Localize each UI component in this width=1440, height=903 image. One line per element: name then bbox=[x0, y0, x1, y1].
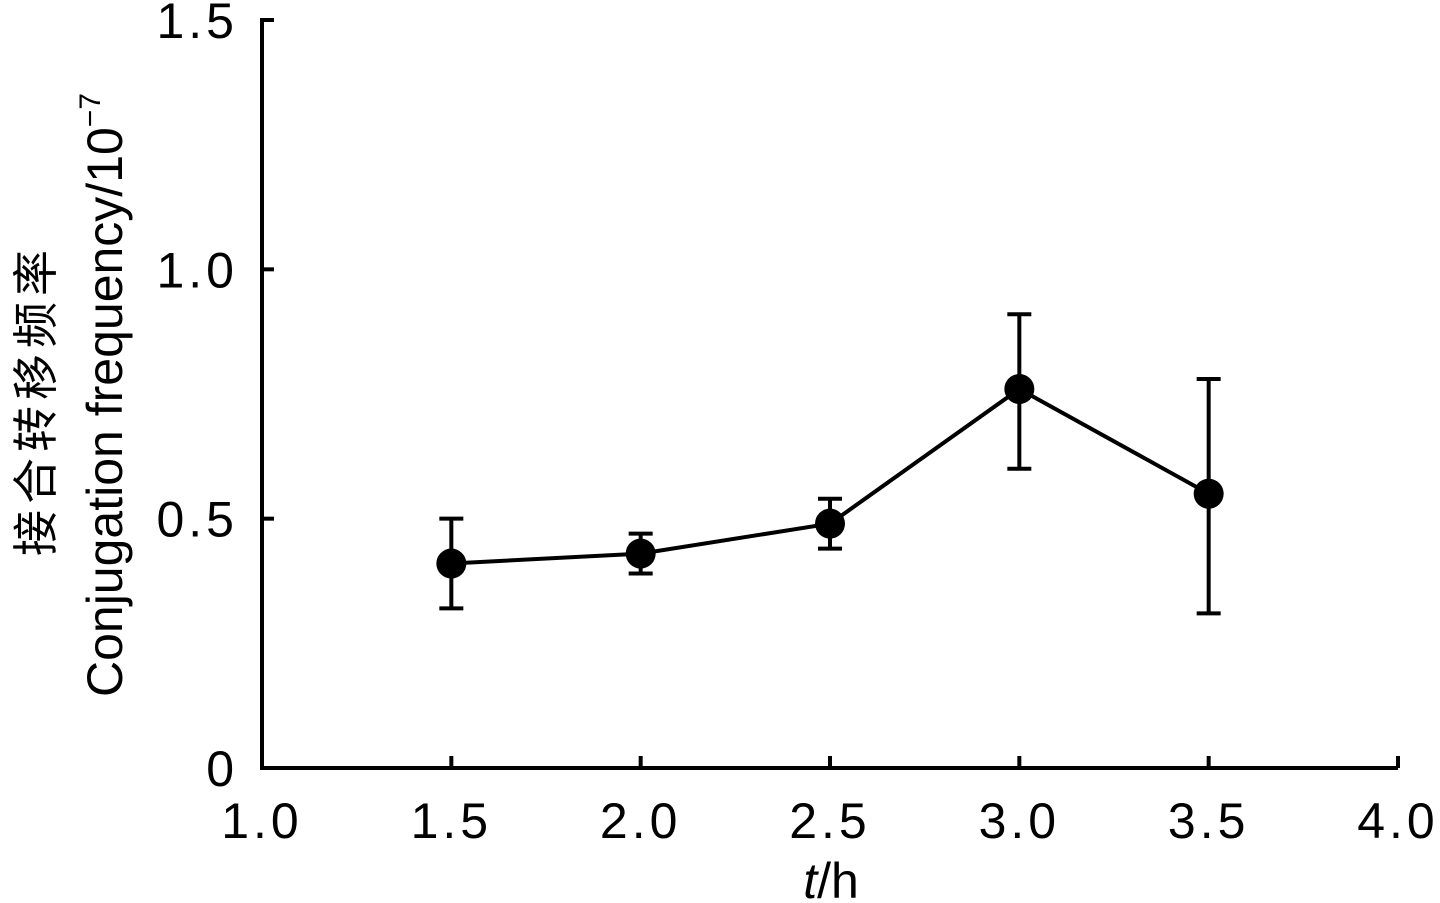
data-point bbox=[1004, 374, 1035, 405]
x-tick-label: 3.0 bbox=[979, 793, 1061, 849]
data-series bbox=[436, 374, 1224, 579]
y-axis-title-chinese: 接合转移频率 bbox=[9, 244, 63, 556]
x-tick-label: 2.0 bbox=[600, 793, 682, 849]
y-axis-title-exponent: −7 bbox=[74, 93, 107, 127]
x-axis-unit: /h bbox=[817, 853, 859, 903]
x-axis-title: t/h bbox=[803, 853, 859, 903]
data-point bbox=[1193, 478, 1224, 509]
y-tick-label: 0 bbox=[206, 741, 238, 797]
y-axis-title-english: Conjugation frequency/10−7 bbox=[74, 93, 133, 697]
error-bars bbox=[439, 312, 1221, 616]
data-point bbox=[436, 548, 467, 579]
x-tick-label: 3.5 bbox=[1168, 793, 1250, 849]
ticks: 1.0 1.5 2.0 2.5 3.0 3.5 4.0 0 0.5 1.0 1.5 bbox=[156, 0, 1439, 849]
x-tick-label: 1.0 bbox=[221, 793, 303, 849]
x-tick-label: 1.5 bbox=[411, 793, 493, 849]
y-tick-label: 1.5 bbox=[156, 0, 238, 49]
data-point bbox=[625, 538, 656, 569]
y-axis-title-text: Conjugation frequency/10 bbox=[77, 127, 133, 697]
x-tick-label: 4.0 bbox=[1357, 793, 1439, 849]
y-tick-label: 0.5 bbox=[156, 492, 238, 548]
axes bbox=[260, 18, 1398, 770]
x-tick-label: 2.5 bbox=[789, 793, 871, 849]
y-tick-label: 1.0 bbox=[156, 242, 238, 298]
x-axis-variable: t bbox=[803, 853, 819, 903]
data-point bbox=[815, 508, 845, 539]
